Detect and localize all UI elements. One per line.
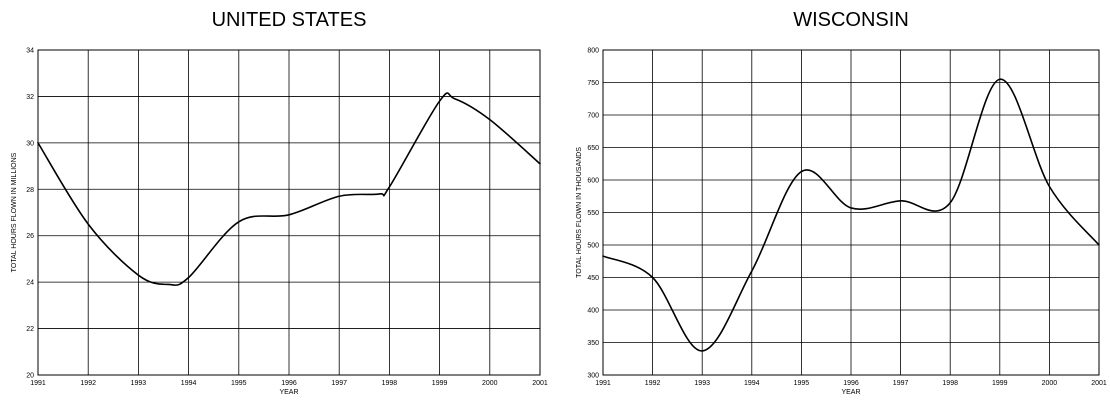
y-tick-label: 500 bbox=[587, 243, 599, 250]
y-tick-label: 800 bbox=[587, 48, 599, 55]
plot-frame bbox=[37, 49, 541, 376]
y-tick-label: 300 bbox=[587, 373, 599, 380]
y-tick-label: 28 bbox=[26, 187, 34, 194]
y-tick-label: 34 bbox=[26, 48, 34, 55]
x-tick-label: 1995 bbox=[231, 380, 247, 387]
y-tick-label: 350 bbox=[587, 340, 599, 347]
x-axis-label: YEAR bbox=[841, 389, 860, 396]
x-tick-label: 2001 bbox=[1091, 380, 1107, 387]
y-tick-label: 30 bbox=[26, 140, 34, 147]
y-tick-label: 550 bbox=[587, 210, 599, 217]
y-tick-label: 450 bbox=[587, 275, 599, 282]
x-tick-label: 1992 bbox=[645, 380, 661, 387]
y-tick-label: 750 bbox=[587, 80, 599, 87]
y-tick-label: 20 bbox=[26, 373, 34, 380]
x-tick-label: 2000 bbox=[1042, 380, 1058, 387]
chart-0: UNITED STATES 1991 1992 1993 1994 1995 1996 199… bbox=[11, 9, 548, 396]
y-tick-label: 650 bbox=[587, 145, 599, 152]
x-tick-label: 1998 bbox=[942, 380, 958, 387]
x-tick-label: 1995 bbox=[794, 380, 810, 387]
x-tick-label: 1999 bbox=[432, 380, 448, 387]
x-tick-label: 1997 bbox=[893, 380, 909, 387]
chart-title: WISCONSIN bbox=[793, 9, 909, 31]
chart-1: WISCONSIN 1991 1992 1993 1994 1995 1996 1997 199… bbox=[576, 9, 1107, 396]
y-tick-label: 32 bbox=[26, 94, 34, 101]
series-line-0 bbox=[37, 92, 541, 286]
x-tick-label: 1997 bbox=[331, 380, 347, 387]
y-tick-label: 22 bbox=[26, 326, 34, 333]
x-tick-label: 1996 bbox=[281, 380, 297, 387]
plot-frame bbox=[602, 49, 1100, 376]
x-tick-label: 1991 bbox=[595, 380, 611, 387]
x-tick-label: 1993 bbox=[131, 380, 147, 387]
x-axis-label: YEAR bbox=[279, 389, 298, 396]
y-tick-label: 400 bbox=[587, 308, 599, 315]
chart-title: UNITED STATES bbox=[212, 9, 367, 31]
x-tick-label: 1991 bbox=[30, 380, 46, 387]
series-line-0 bbox=[602, 78, 1100, 352]
y-tick-label: 26 bbox=[26, 233, 34, 240]
x-tick-label: 1996 bbox=[843, 380, 859, 387]
y-tick-label: 24 bbox=[26, 280, 34, 287]
y-tick-label: 600 bbox=[587, 178, 599, 185]
x-tick-label: 2001 bbox=[532, 380, 548, 387]
y-axis-label: TOTAL HOURS FLOWN IN MILLIONS bbox=[11, 152, 18, 272]
x-tick-label: 1999 bbox=[992, 380, 1008, 387]
x-tick-label: 1994 bbox=[744, 380, 760, 387]
x-tick-label: 2000 bbox=[482, 380, 498, 387]
x-tick-label: 1998 bbox=[382, 380, 398, 387]
y-tick-label: 700 bbox=[587, 113, 599, 120]
x-tick-label: 1992 bbox=[80, 380, 96, 387]
x-tick-label: 1993 bbox=[694, 380, 710, 387]
y-axis-label: TOTAL HOURS FLOWN IN THOUSANDS bbox=[576, 147, 583, 278]
x-tick-label: 1994 bbox=[181, 380, 197, 387]
